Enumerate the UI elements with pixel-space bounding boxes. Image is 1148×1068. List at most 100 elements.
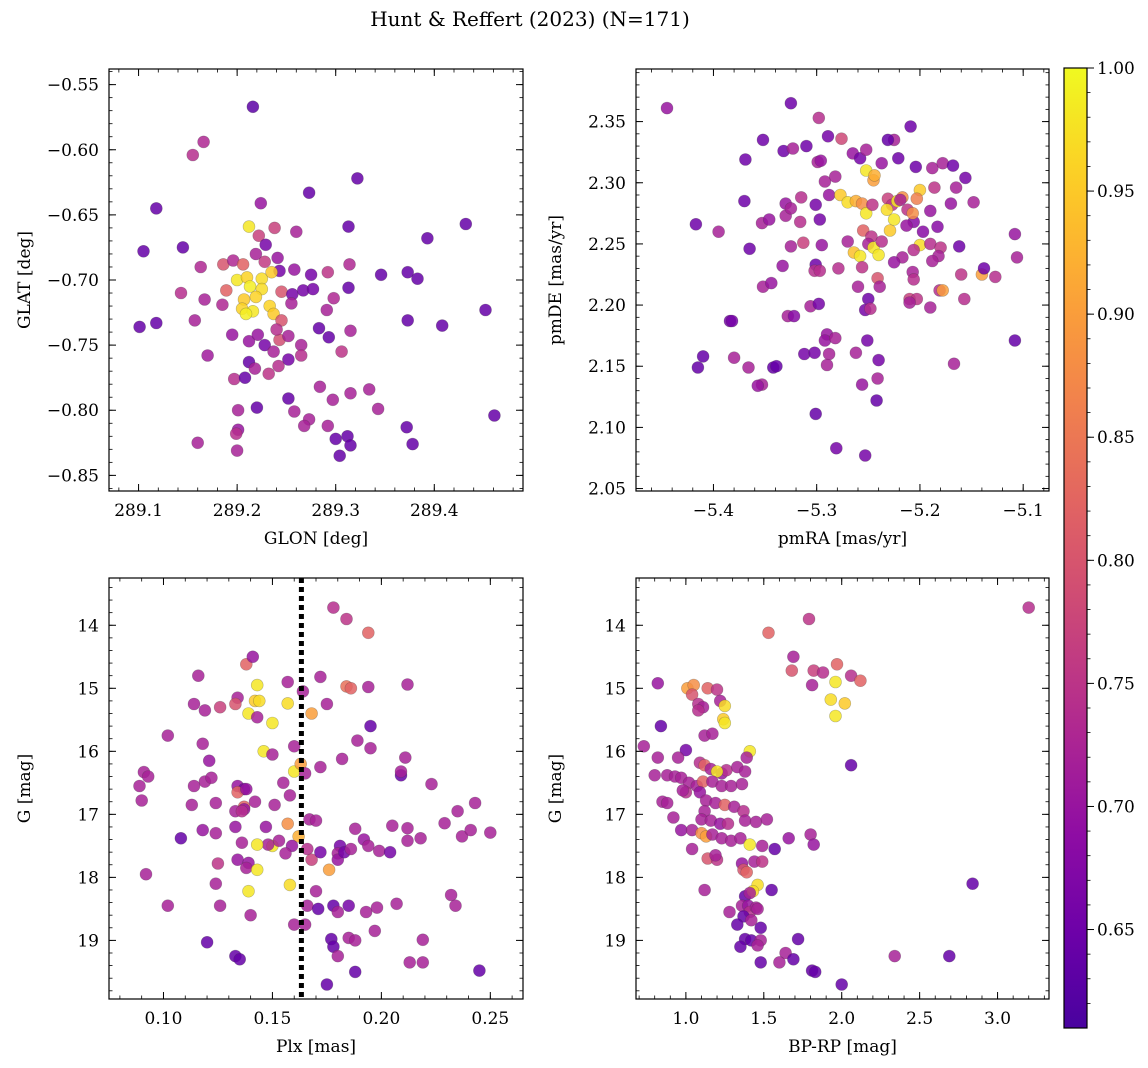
data-point: [488, 409, 501, 422]
y-tick-label: 18: [77, 868, 99, 888]
data-point: [403, 956, 417, 969]
data-point: [236, 258, 250, 271]
data-point: [855, 260, 869, 274]
data-point: [904, 120, 917, 133]
y-tick-label: 17: [77, 805, 99, 825]
data-point: [829, 675, 842, 689]
data-point: [416, 956, 430, 969]
data-point: [782, 831, 796, 845]
data-point: [233, 952, 246, 966]
data-point: [830, 657, 844, 671]
data-point: [335, 752, 349, 766]
data-point: [425, 777, 438, 791]
data-point: [765, 883, 778, 897]
data-point: [813, 264, 827, 278]
data-point: [744, 913, 758, 927]
data-point: [853, 152, 867, 165]
data-point: [742, 361, 755, 374]
x-tick-label: 289.3: [311, 501, 360, 521]
data-point: [794, 191, 808, 204]
data-point: [265, 265, 278, 279]
data-point: [696, 350, 710, 363]
data-point: [281, 675, 295, 689]
axes-frame: [108, 68, 524, 492]
data-point: [351, 734, 364, 747]
data-point: [860, 334, 874, 347]
data-point: [881, 133, 895, 147]
data-point: [249, 247, 263, 261]
data-point: [909, 160, 923, 174]
data-point: [923, 301, 937, 314]
data-point: [174, 831, 188, 845]
data-point: [954, 268, 968, 281]
data-point: [312, 321, 326, 335]
colorbar-tick-label: 0.75: [1097, 674, 1135, 694]
data-point: [738, 194, 751, 208]
data-point: [1008, 227, 1022, 241]
data-point: [906, 207, 920, 220]
data-point: [398, 751, 412, 764]
data-point: [213, 899, 227, 913]
data-point: [401, 834, 414, 848]
data-point: [390, 897, 403, 911]
data-point: [305, 853, 318, 867]
data-point: [150, 316, 163, 330]
data-point: [760, 813, 774, 826]
data-point: [821, 130, 835, 143]
data-point: [689, 218, 703, 231]
data-point: [820, 358, 834, 372]
data-point: [250, 401, 264, 414]
data-point: [309, 884, 323, 898]
data-point: [818, 334, 832, 347]
data-point: [364, 719, 377, 733]
x-tick-label: 289.2: [213, 501, 262, 521]
data-point: [289, 225, 303, 239]
data-point: [185, 798, 199, 812]
y-tick-label: 14: [604, 616, 626, 636]
data-point: [416, 933, 430, 947]
data-point: [202, 754, 216, 768]
data-point: [344, 324, 357, 338]
x-tick-label: 0.15: [253, 1009, 291, 1029]
data-point: [252, 229, 266, 242]
ticks: 0.10 0.15 0.20 0.25 14 15 16 17 18 19: [77, 578, 523, 1029]
data-point: [342, 899, 356, 913]
data-point: [773, 956, 786, 969]
data-point: [809, 198, 823, 212]
data-point: [706, 727, 719, 741]
data-point: [872, 248, 885, 262]
data-point: [751, 902, 764, 916]
y-tick-label: 2.10: [588, 418, 626, 438]
data-point: [401, 314, 415, 327]
data-point: [723, 905, 736, 919]
y-tick-label: 2.15: [588, 357, 626, 377]
data-point: [648, 768, 662, 782]
colorbar: 1.00 0.95 0.90 0.85 0.80 0.75 0.70 0.65: [1063, 59, 1135, 1029]
data-point: [740, 865, 754, 879]
data-point: [211, 857, 225, 870]
data-point: [893, 193, 907, 207]
data-point: [853, 249, 867, 263]
data-point: [1008, 334, 1022, 347]
data-point: [959, 171, 972, 185]
data-point: [225, 328, 239, 342]
data-point: [724, 779, 738, 793]
data-point: [875, 235, 889, 248]
y-tick-label: 18: [604, 868, 626, 888]
data-point: [246, 650, 260, 664]
data-point: [250, 678, 264, 692]
data-point: [762, 213, 776, 226]
data-point: [196, 823, 209, 837]
data-point: [240, 782, 253, 796]
data-point: [362, 383, 376, 396]
data-point: [364, 741, 377, 755]
data-point: [698, 883, 711, 897]
data-point: [721, 817, 735, 831]
data-point: [936, 284, 950, 297]
data-point: [250, 710, 264, 724]
data-point: [400, 420, 414, 434]
data-point: [764, 276, 778, 290]
data-point: [756, 133, 770, 147]
data-point: [374, 268, 388, 282]
